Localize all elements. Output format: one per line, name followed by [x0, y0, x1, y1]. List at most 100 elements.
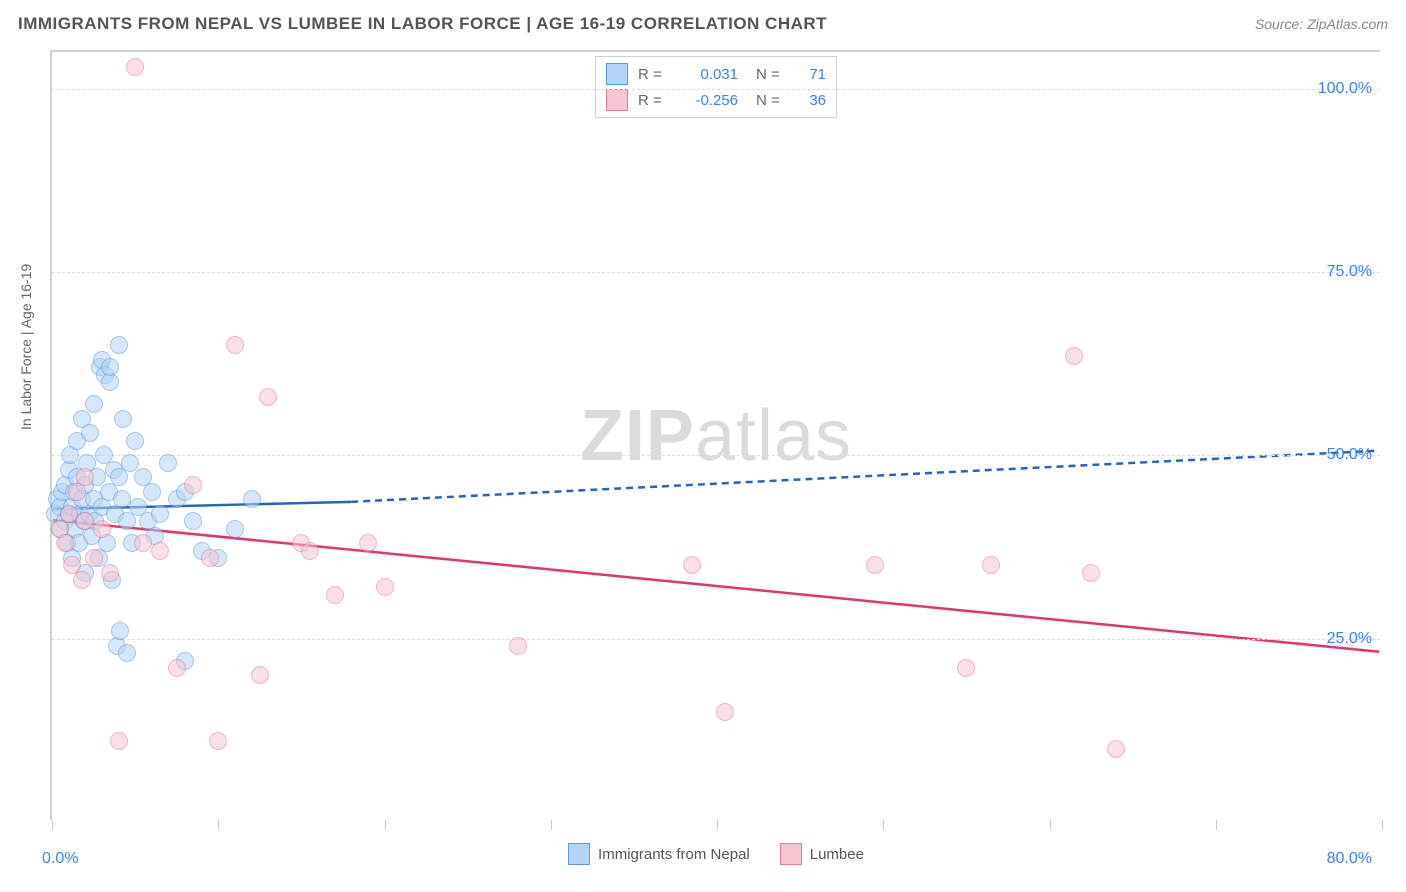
correlation-legend: R = 0.031 N = 71 R = -0.256 N = 36	[595, 56, 837, 118]
point-series-1	[121, 454, 139, 472]
x-tick-mark	[551, 820, 552, 830]
point-series-1	[85, 395, 103, 413]
point-series-2	[301, 542, 319, 560]
x-tick-mark	[385, 820, 386, 830]
point-series-2	[509, 637, 527, 655]
point-series-2	[326, 586, 344, 604]
point-series-2	[359, 534, 377, 552]
point-series-2	[126, 58, 144, 76]
source-attribution: Source: ZipAtlas.com	[1255, 16, 1388, 32]
watermark-suffix: atlas	[695, 396, 852, 476]
legend-swatch-1b	[568, 843, 590, 865]
trend-lines-layer	[52, 52, 1380, 820]
point-series-2	[151, 542, 169, 560]
r-value-2: -0.256	[678, 92, 738, 109]
y-tick-label: 100.0%	[1318, 80, 1372, 98]
point-series-2	[683, 556, 701, 574]
gridline-h	[52, 89, 1380, 90]
chart-title: IMMIGRANTS FROM NEPAL VS LUMBEE IN LABOR…	[18, 14, 827, 34]
n-value-2: 36	[796, 92, 826, 109]
point-series-2	[1107, 740, 1125, 758]
point-series-2	[209, 732, 227, 750]
legend-row-series-2: R = -0.256 N = 36	[606, 87, 826, 113]
source-label: Source:	[1255, 16, 1307, 32]
r-label: R =	[638, 66, 668, 83]
watermark: ZIPatlas	[580, 395, 852, 477]
point-series-1	[151, 505, 169, 523]
point-series-1	[81, 424, 99, 442]
point-series-2	[184, 476, 202, 494]
point-series-2	[93, 520, 111, 538]
watermark-prefix: ZIP	[580, 396, 695, 476]
point-series-1	[159, 454, 177, 472]
point-series-2	[168, 659, 186, 677]
point-series-1	[111, 622, 129, 640]
point-series-2	[76, 468, 94, 486]
x-tick-mark	[52, 820, 53, 830]
point-series-1	[118, 644, 136, 662]
trend-line-dashed	[351, 451, 1379, 502]
trend-line-solid	[53, 520, 1380, 652]
point-series-2	[60, 505, 78, 523]
point-series-2	[866, 556, 884, 574]
legend-swatch-1	[606, 63, 628, 85]
point-series-2	[251, 666, 269, 684]
legend-row-series-1: R = 0.031 N = 71	[606, 61, 826, 87]
n-label: N =	[756, 66, 786, 83]
point-series-2	[134, 534, 152, 552]
series-1-name: Immigrants from Nepal	[598, 846, 750, 863]
point-series-1	[118, 512, 136, 530]
gridline-h	[52, 455, 1380, 456]
r-label: R =	[638, 92, 668, 109]
point-series-2	[1082, 564, 1100, 582]
x-tick-label: 0.0%	[42, 850, 78, 868]
point-series-1	[226, 520, 244, 538]
point-series-1	[243, 490, 261, 508]
scatter-chart: ZIPatlas R = 0.031 N = 71 R = -0.256 N =…	[50, 50, 1380, 820]
point-series-2	[1065, 347, 1083, 365]
point-series-2	[101, 564, 119, 582]
n-label: N =	[756, 92, 786, 109]
y-tick-label: 75.0%	[1327, 263, 1372, 281]
x-tick-mark	[1050, 820, 1051, 830]
y-axis-label: In Labor Force | Age 16-19	[18, 264, 34, 430]
chart-header: IMMIGRANTS FROM NEPAL VS LUMBEE IN LABOR…	[18, 14, 1388, 34]
x-tick-mark	[1382, 820, 1383, 830]
point-series-2	[982, 556, 1000, 574]
point-series-1	[110, 468, 128, 486]
point-series-2	[76, 512, 94, 530]
point-series-2	[957, 659, 975, 677]
point-series-2	[226, 336, 244, 354]
series-legend: Immigrants from Nepal Lumbee	[568, 843, 864, 865]
point-series-1	[184, 512, 202, 530]
point-series-2	[73, 571, 91, 589]
legend-item-1: Immigrants from Nepal	[568, 843, 750, 865]
point-series-2	[259, 388, 277, 406]
n-value-1: 71	[796, 66, 826, 83]
r-value-1: 0.031	[678, 66, 738, 83]
point-series-2	[716, 703, 734, 721]
y-tick-label: 50.0%	[1327, 446, 1372, 464]
point-series-2	[376, 578, 394, 596]
x-tick-mark	[1216, 820, 1217, 830]
point-series-1	[101, 358, 119, 376]
point-series-1	[110, 336, 128, 354]
point-series-1	[143, 483, 161, 501]
source-value: ZipAtlas.com	[1307, 16, 1388, 32]
series-2-name: Lumbee	[810, 846, 864, 863]
x-tick-label: 80.0%	[1327, 850, 1372, 868]
x-tick-mark	[883, 820, 884, 830]
point-series-2	[85, 549, 103, 567]
point-series-2	[110, 732, 128, 750]
gridline-h	[52, 639, 1380, 640]
y-tick-label: 25.0%	[1327, 630, 1372, 648]
legend-item-2: Lumbee	[780, 843, 864, 865]
point-series-1	[113, 490, 131, 508]
point-series-1	[114, 410, 132, 428]
legend-swatch-2	[606, 89, 628, 111]
x-tick-mark	[717, 820, 718, 830]
point-series-2	[201, 549, 219, 567]
point-series-2	[56, 534, 74, 552]
point-series-1	[126, 432, 144, 450]
legend-swatch-2b	[780, 843, 802, 865]
